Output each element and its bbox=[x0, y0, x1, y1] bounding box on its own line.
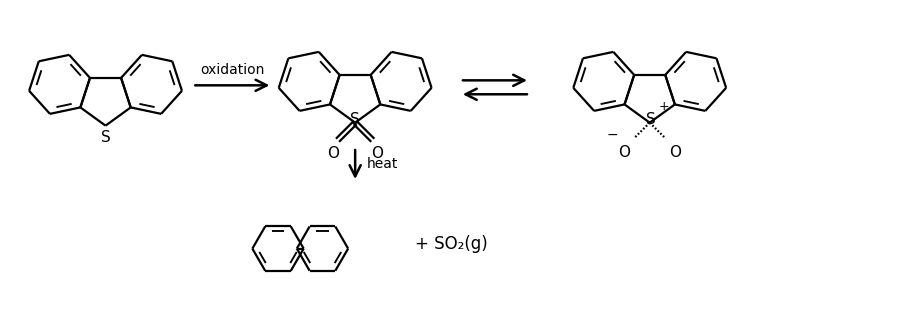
Text: O: O bbox=[328, 146, 339, 161]
Text: O: O bbox=[371, 146, 382, 161]
Text: heat: heat bbox=[367, 158, 399, 171]
Text: +: + bbox=[659, 100, 669, 113]
Text: + SO₂(g): + SO₂(g) bbox=[415, 235, 488, 253]
Text: S: S bbox=[350, 112, 360, 127]
Text: O: O bbox=[670, 145, 682, 160]
Text: −: − bbox=[607, 128, 618, 142]
Text: oxidation: oxidation bbox=[200, 63, 264, 77]
Text: S: S bbox=[646, 112, 655, 127]
Text: S: S bbox=[101, 130, 111, 145]
Text: O: O bbox=[618, 145, 630, 160]
